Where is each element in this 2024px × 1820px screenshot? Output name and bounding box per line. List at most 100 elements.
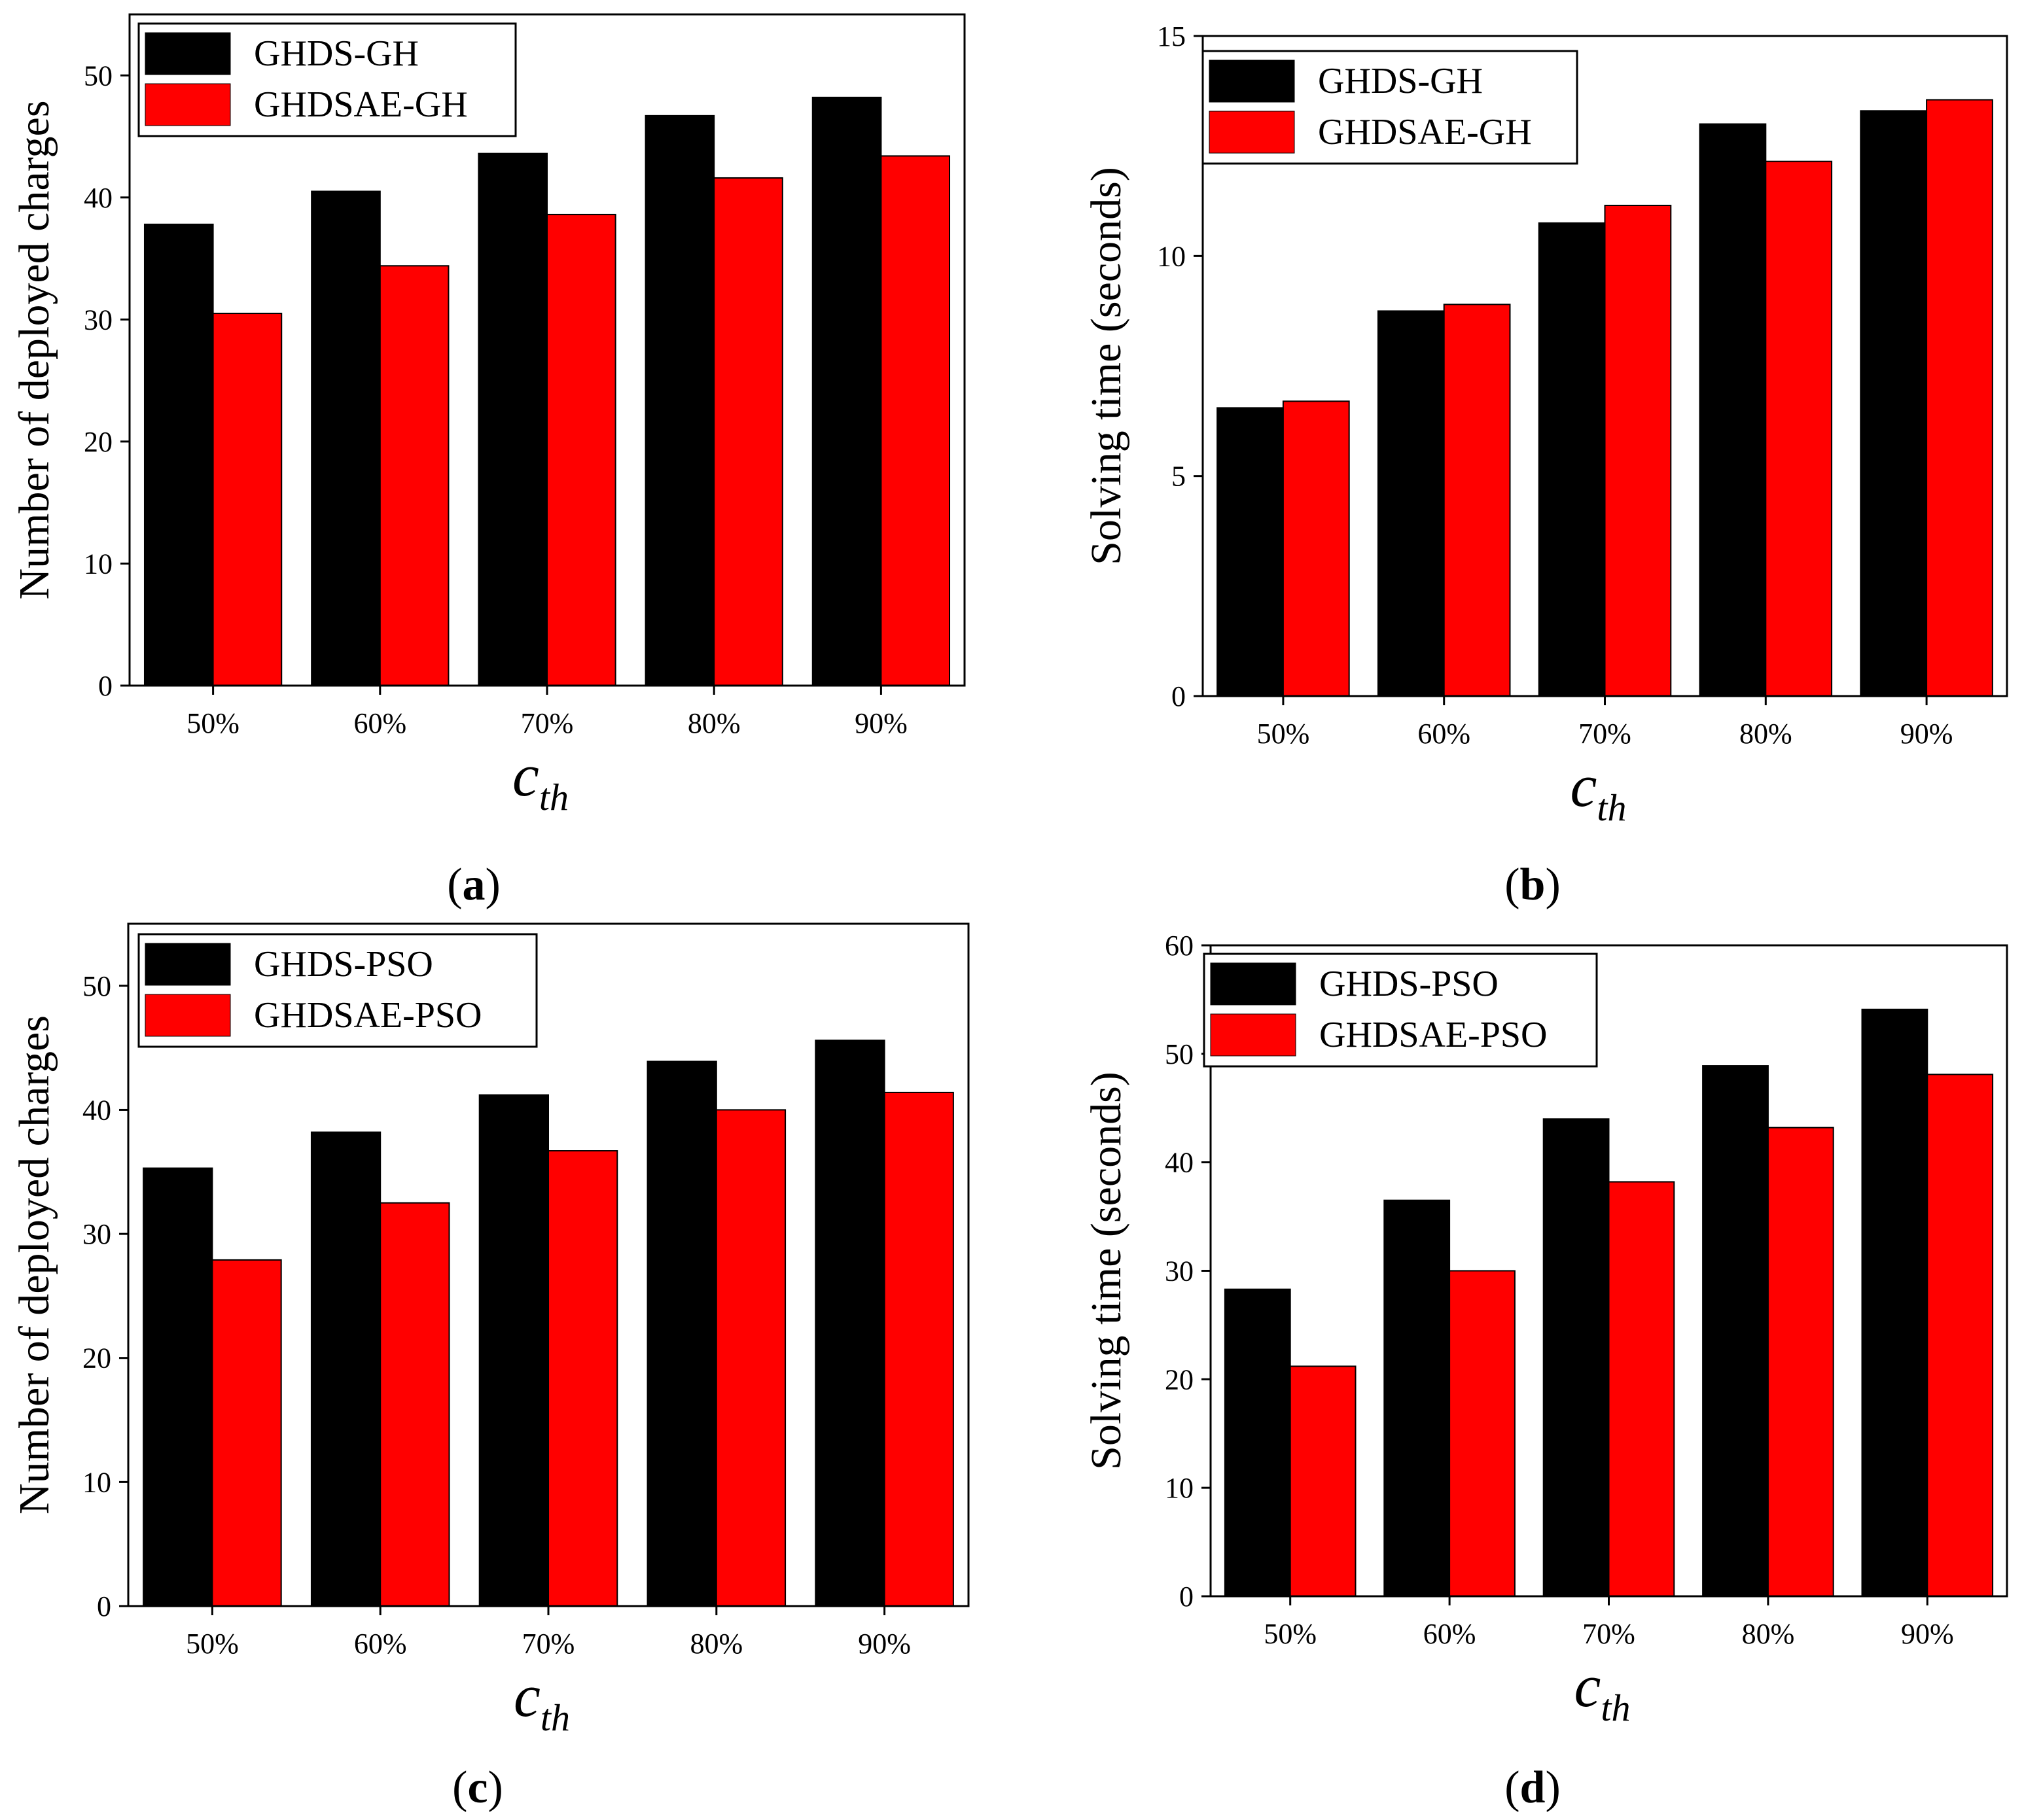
y-tick-label-c-20: 20 (82, 1342, 111, 1374)
legend-label-b-2: GHDSAE-GH (1318, 112, 1532, 152)
y-tick-label-c-0: 0 (97, 1590, 111, 1622)
y-tick-label-d-10: 10 (1165, 1472, 1194, 1504)
bar-b-s1-70pct (1538, 222, 1606, 697)
bar-b-s2-90pct (1926, 99, 1993, 697)
x-tick-label-a-4: 90% (855, 707, 908, 739)
y-tick-label-d-60: 60 (1165, 930, 1194, 962)
bar-d-s2-50pct (1289, 1365, 1357, 1598)
x-tick-label-d-0: 50% (1264, 1618, 1317, 1650)
bar-c-s2-90pct (883, 1091, 954, 1607)
legend-label-c-2: GHDSAE-PSO (254, 995, 482, 1036)
panel-label-a: (a) (447, 860, 501, 910)
x-tick-label-d-1: 60% (1423, 1618, 1476, 1650)
legend-label-b-1: GHDS-GH (1318, 61, 1483, 101)
x-tick-label-d-4: 90% (1901, 1618, 1954, 1650)
y-tick-label-a-20: 20 (84, 426, 113, 458)
y-tick-label-a-30: 30 (84, 304, 113, 336)
x-axis-label-d: cth (1574, 1653, 1631, 1729)
bar-a-s2-80pct (713, 177, 783, 687)
y-tick-label-a-0: 0 (98, 670, 113, 702)
legend-swatch-c-2 (145, 994, 231, 1037)
legend-d: GHDS-PSO GHDSAE-PSO (1203, 953, 1598, 1068)
x-tick-label-b-2: 70% (1578, 718, 1631, 750)
bar-a-s2-90pct (880, 155, 951, 687)
y-tick-label-b-0: 0 (1171, 680, 1186, 712)
bar-d-s1-70pct (1542, 1118, 1610, 1598)
bar-c-s2-60pct (380, 1202, 450, 1607)
legend-swatch-d-1 (1210, 962, 1296, 1006)
legend-swatch-b-2 (1209, 111, 1295, 154)
bar-a-s2-50pct (212, 313, 283, 686)
bar-b-s2-70pct (1604, 204, 1672, 697)
x-tick-label-b-3: 80% (1739, 718, 1792, 750)
bar-b-s2-80pct (1765, 160, 1833, 697)
x-tick-label-b-4: 90% (1900, 718, 1953, 750)
x-tick-label-c-0: 50% (186, 1628, 239, 1660)
bar-c-s1-60pct (310, 1131, 382, 1607)
panel-label-d: (d) (1504, 1762, 1561, 1813)
y-tick-label-a-50: 50 (84, 60, 113, 92)
legend-swatch-d-2 (1210, 1013, 1296, 1057)
bar-d-s2-90pct (1926, 1074, 1994, 1597)
bar-a-s1-70pct (478, 152, 548, 687)
legend-swatch-a-1 (145, 32, 231, 75)
x-tick-label-a-1: 60% (353, 707, 406, 739)
bar-d-s1-50pct (1224, 1288, 1291, 1597)
bar-c-s1-50pct (143, 1167, 213, 1607)
y-tick-label-c-40: 40 (82, 1094, 111, 1126)
bar-d-s2-80pct (1767, 1127, 1834, 1597)
bar-b-s1-80pct (1699, 123, 1767, 697)
legend-label-d-1: GHDS-PSO (1319, 964, 1499, 1004)
chart-panel-a: 0 10 20 30 40 50 50% 60% 70% 80% 90% cth Number of d… (10, 13, 966, 910)
legend-label-a-1: GHDS-GH (254, 33, 419, 74)
y-tick-label-c-10: 10 (82, 1466, 111, 1498)
chart-panel-b: 0 5 10 15 50% 60% 70% 80% 90% cth Solving time (se… (1082, 20, 2008, 910)
y-tick-label-a-40: 40 (84, 182, 113, 214)
x-tick-label-a-0: 50% (186, 707, 240, 739)
x-tick-label-a-2: 70% (521, 707, 574, 739)
bar-b-s1-60pct (1377, 310, 1445, 697)
legend-swatch-a-2 (145, 83, 231, 126)
x-tick-label-b-1: 60% (1417, 718, 1470, 750)
bar-d-s2-60pct (1449, 1270, 1516, 1597)
y-tick-label-d-0: 0 (1179, 1581, 1194, 1613)
legend-label-a-2: GHDSAE-GH (254, 84, 468, 125)
bar-c-s1-70pct (478, 1094, 549, 1607)
bar-a-s2-70pct (546, 213, 616, 686)
x-tick-label-d-3: 80% (1742, 1618, 1795, 1650)
bar-a-s1-90pct (811, 96, 882, 687)
panel-label-b: (b) (1504, 860, 1561, 910)
x-tick-label-c-3: 80% (690, 1628, 743, 1660)
legend-label-d-2: GHDSAE-PSO (1319, 1015, 1548, 1055)
y-axis-label-d: Solving time (seconds) (1082, 1072, 1130, 1470)
bar-c-s2-80pct (715, 1109, 787, 1607)
x-axis-label-b: cth (1571, 752, 1627, 829)
y-tick-label-b-5: 5 (1171, 461, 1186, 493)
x-tick-label-c-1: 60% (354, 1628, 407, 1660)
bar-d-s1-90pct (1861, 1008, 1928, 1597)
legend-c: GHDS-PSO GHDSAE-PSO (137, 933, 538, 1048)
bar-c-s1-90pct (815, 1040, 885, 1607)
bar-c-s1-80pct (647, 1060, 717, 1607)
bar-a-s1-80pct (645, 114, 715, 687)
bar-b-s2-50pct (1282, 400, 1350, 697)
bar-c-s2-50pct (211, 1259, 282, 1607)
legend-a: GHDS-GH GHDSAE-GH (137, 22, 517, 137)
y-tick-label-a-10: 10 (84, 548, 113, 580)
bar-c-s2-70pct (548, 1150, 618, 1607)
legend-label-c-1: GHDS-PSO (254, 944, 433, 985)
x-tick-label-c-2: 70% (522, 1628, 575, 1660)
y-tick-label-d-40: 40 (1165, 1147, 1194, 1179)
bar-d-s2-70pct (1608, 1181, 1675, 1598)
bar-b-s1-50pct (1216, 407, 1284, 697)
x-axis-label-a: cth (512, 742, 569, 818)
bar-d-s1-80pct (1702, 1065, 1769, 1597)
y-axis-label-a: Number of deployed charges (10, 100, 58, 599)
bar-b-s2-60pct (1443, 304, 1511, 697)
legend-swatch-b-1 (1209, 60, 1295, 103)
y-tick-label-c-30: 30 (82, 1218, 111, 1250)
x-tick-label-d-2: 70% (1582, 1618, 1635, 1650)
y-tick-label-b-15: 15 (1157, 20, 1186, 52)
chart-panel-d: 0 10 20 30 40 50 60 50% 60% 70% 80% 90% cth Solving t… (1082, 930, 2008, 1813)
